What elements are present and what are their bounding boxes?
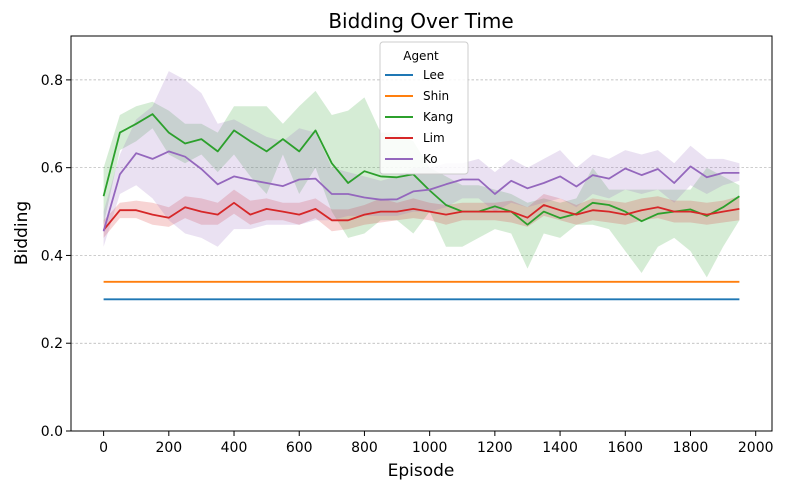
legend-label-ko: Ko [423,152,438,166]
y-tick-label-1: 0.2 [41,336,63,352]
x-tick-label-5: 1000 [412,440,448,456]
y-axis-title: Bidding [12,201,32,265]
legend-label-lim: Lim [423,131,445,145]
y-tick-label-2: 0.4 [41,248,63,264]
legend-entries: Lee Shin Kang Lim Ko [385,68,453,166]
x-tick-label-9: 1800 [673,440,709,456]
legend: Agent Lee Shin Kang Lim Ko [379,41,469,175]
x-axis-title: Episode [388,461,455,481]
plot-frame [70,35,773,432]
line-lim [102,201,740,231]
chart-title: Bidding Over Time [328,9,513,33]
line-kang [102,113,740,226]
x-tick-label-3: 600 [286,440,313,456]
x-tick-label-2: 400 [221,440,248,456]
x-tick-label-1: 200 [155,440,182,456]
x-axis: 0 200 400 600 800 1000 1200 1400 1600 1800 2000 [99,431,774,456]
band-kang [103,90,740,278]
x-tick-label-4: 800 [351,440,378,456]
band-ko [103,71,740,247]
legend-label-kang: Kang [423,110,453,124]
legend-label-lee: Lee [423,68,444,82]
confidence-bands [103,71,740,278]
x-tick-label-6: 1200 [477,440,513,456]
band-lim [103,189,740,238]
series-lines [102,113,740,301]
y-axis: 0.0 0.2 0.4 0.6 0.8 [41,73,71,440]
y-tick-label-0: 0.0 [41,424,63,440]
legend-title: Agent [403,49,439,63]
y-tick-label-3: 0.6 [41,161,63,177]
line-ko [102,150,740,232]
x-tick-label-7: 1400 [542,440,578,456]
x-tick-label-10: 2000 [738,440,774,456]
x-tick-label-0: 0 [99,440,108,456]
y-tick-label-4: 0.8 [41,73,63,89]
x-tick-label-8: 1600 [607,440,643,456]
legend-label-shin: Shin [423,89,449,103]
